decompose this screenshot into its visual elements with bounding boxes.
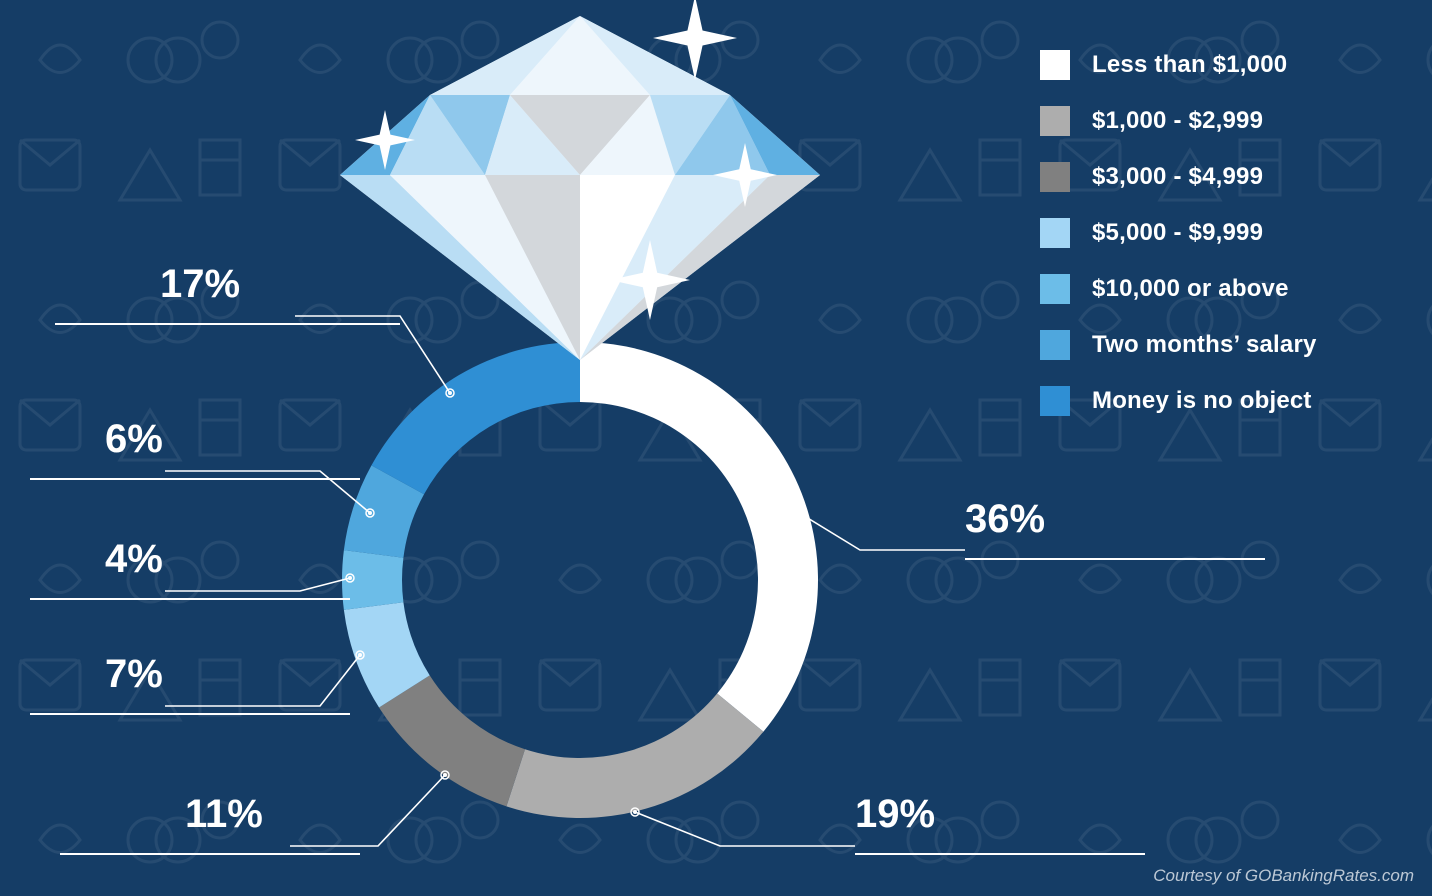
pct-3k_5k: 11% [185,792,263,837]
legend-swatch-no_obj [1040,386,1070,416]
legend-row-1k_3k: $1,000 - $2,999 [1040,106,1317,136]
underline-lt1000 [965,558,1265,560]
pct-two_mo: 6% [105,417,163,462]
legend-label-1k_3k: $1,000 - $2,999 [1092,107,1263,135]
legend-swatch-two_mo [1040,330,1070,360]
pct-10k_up: 4% [105,537,163,582]
legend-label-no_obj: Money is no object [1092,387,1312,415]
legend-row-two_mo: Two months’ salary [1040,330,1317,360]
legend-label-10k_up: $10,000 or above [1092,275,1289,303]
underline-no_obj [55,323,400,325]
underline-two_mo [30,478,360,480]
legend-row-5k_10k: $5,000 - $9,999 [1040,218,1317,248]
legend-label-lt1000: Less than $1,000 [1092,51,1287,79]
legend-label-3k_5k: $3,000 - $4,999 [1092,163,1263,191]
legend: Less than $1,000 $1,000 - $2,999 $3,000 - … [1040,50,1317,442]
pct-lt1000: 36% [965,497,1045,542]
legend-row-lt1000: Less than $1,000 [1040,50,1317,80]
underline-5k_10k [30,713,350,715]
pct-no_obj: 17% [160,262,240,307]
legend-swatch-5k_10k [1040,218,1070,248]
legend-row-3k_5k: $3,000 - $4,999 [1040,162,1317,192]
underline-3k_5k [60,853,360,855]
credit-line: Courtesy of GOBankingRates.com [1153,866,1414,886]
underline-1k_3k [855,853,1145,855]
legend-swatch-10k_up [1040,274,1070,304]
legend-swatch-3k_5k [1040,162,1070,192]
legend-label-5k_10k: $5,000 - $9,999 [1092,219,1263,247]
legend-row-no_obj: Money is no object [1040,386,1317,416]
legend-label-two_mo: Two months’ salary [1092,331,1317,359]
legend-swatch-1k_3k [1040,106,1070,136]
legend-swatch-lt1000 [1040,50,1070,80]
underline-10k_up [30,598,350,600]
pct-5k_10k: 7% [105,652,163,697]
pct-1k_3k: 19% [855,792,935,837]
legend-row-10k_up: $10,000 or above [1040,274,1317,304]
